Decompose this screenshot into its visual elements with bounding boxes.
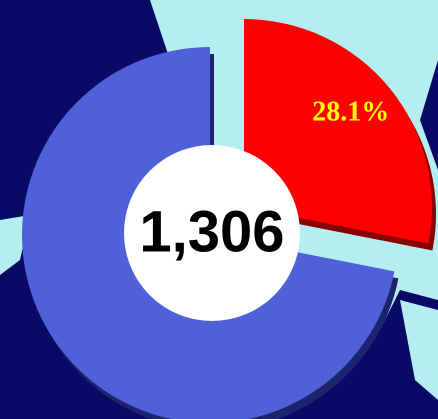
map-land	[400, 300, 438, 400]
center-hole	[124, 145, 300, 321]
slice	[243, 19, 432, 244]
center-label: 1,306	[139, 199, 284, 264]
slice-label: 28.1%	[312, 96, 389, 127]
